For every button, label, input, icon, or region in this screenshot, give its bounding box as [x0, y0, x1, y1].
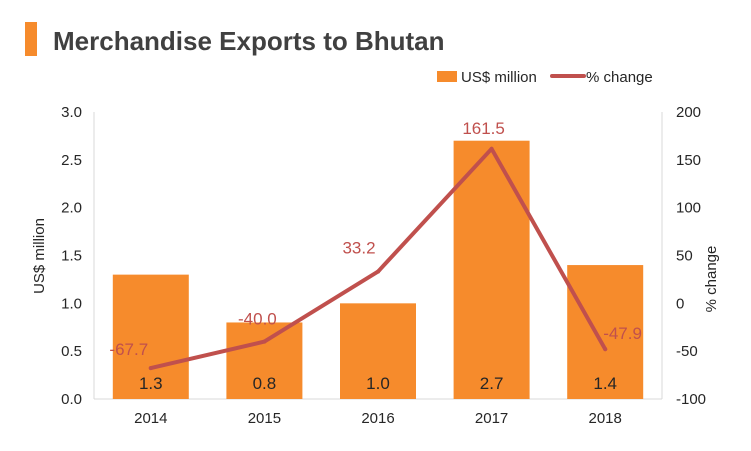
right-tick-label: -50 — [676, 343, 698, 360]
title-accent-bar — [25, 22, 37, 56]
left-tick-label: 1.5 — [61, 248, 82, 265]
pct-change-label: 161.5 — [462, 119, 505, 138]
line-point-2014 — [148, 366, 153, 371]
bar-value-label: 1.3 — [139, 374, 163, 393]
right-tick-label: 200 — [676, 104, 701, 121]
pct-change-label: -47.9 — [603, 324, 642, 343]
line-point-2016 — [376, 269, 380, 274]
data-labels-layer: 1.3 0.8 1.0 2.7 1.4 -67.7 -40.0 33.2 161.5 -47.9 — [109, 119, 642, 393]
bar-value-label: 2.7 — [480, 374, 504, 393]
line-point-2017 — [489, 146, 494, 151]
legend: US$ million % change — [437, 69, 653, 86]
right-axis-title: % change — [703, 246, 720, 313]
legend-label-line: % change — [586, 69, 653, 86]
left-axis-title: US$ million — [31, 218, 48, 294]
x-tick-label: 2015 — [248, 410, 281, 427]
left-tick-label: 0.0 — [61, 391, 82, 408]
right-tick-label: 100 — [676, 200, 701, 217]
pct-change-label: -40.0 — [238, 310, 277, 329]
right-tick-label: -100 — [676, 391, 706, 408]
pct-change-label: -67.7 — [109, 340, 148, 359]
bar-value-label: 0.8 — [253, 374, 277, 393]
bar-2018 — [567, 265, 644, 399]
legend-swatch-bar — [437, 71, 457, 82]
pct-change-label: 33.2 — [342, 239, 375, 258]
ticks-layer: 0.0 0.5 1.0 1.5 2.0 2.5 3.0 -100 -50 0 50 100 150 200… — [61, 104, 706, 427]
line-point-2018 — [603, 347, 608, 352]
bar-2016 — [340, 303, 416, 399]
bar-2015 — [226, 322, 303, 399]
x-tick-label: 2017 — [475, 410, 508, 427]
x-tick-label: 2018 — [589, 410, 622, 427]
bar-value-label: 1.4 — [593, 374, 617, 393]
right-tick-label: 150 — [676, 152, 701, 169]
legend-label-bar: US$ million — [461, 69, 537, 86]
x-tick-label: 2014 — [134, 410, 167, 427]
left-tick-label: 3.0 — [61, 104, 82, 121]
left-tick-label: 2.0 — [61, 200, 82, 217]
bars-layer — [112, 140, 644, 399]
right-tick-label: 0 — [676, 295, 684, 312]
line-point-2015 — [262, 339, 267, 344]
line-layer — [148, 146, 608, 371]
chart-title: Merchandise Exports to Bhutan — [53, 26, 445, 56]
x-tick-label: 2016 — [361, 410, 394, 427]
right-tick-label: 50 — [676, 248, 693, 265]
left-tick-label: 2.5 — [61, 152, 82, 169]
bar-value-label: 1.0 — [366, 374, 390, 393]
bar-2014 — [112, 274, 189, 399]
bar-2017 — [453, 140, 530, 399]
left-tick-label: 0.5 — [61, 343, 82, 360]
left-tick-label: 1.0 — [61, 295, 82, 312]
